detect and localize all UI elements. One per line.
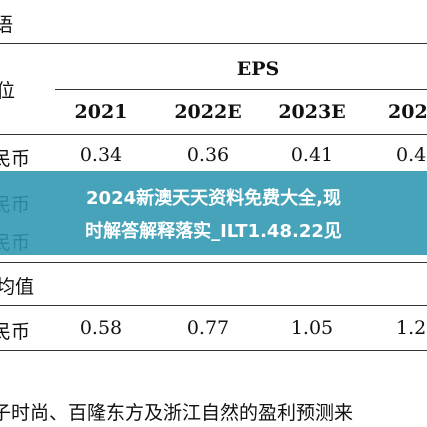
row-label: 民币 bbox=[0, 148, 31, 170]
cell: 0.58 bbox=[79, 317, 123, 339]
section-label: 均值 bbox=[0, 276, 35, 298]
group-header: EPS bbox=[236, 58, 280, 80]
banner-text: 时解答解释落实_ILT1.48.22见 bbox=[85, 221, 342, 242]
cell: 0.4 bbox=[396, 144, 427, 166]
corner-text: 语 bbox=[0, 14, 14, 36]
col-header: 2022E bbox=[174, 101, 242, 123]
cell: 0.77 bbox=[186, 317, 230, 339]
col-header: 2021 bbox=[74, 101, 128, 123]
col-header: 2023E bbox=[278, 101, 346, 123]
unit-label: 位 bbox=[0, 80, 16, 102]
footnote: 子时尚、百隆东方及浙江自然的盈利预测来 bbox=[0, 402, 354, 424]
cell: 0.41 bbox=[290, 144, 334, 166]
row-label: 民币 bbox=[0, 321, 31, 343]
cell: 0.34 bbox=[79, 144, 123, 166]
banner-text: 2024新澳天天资料免费大全,现 bbox=[86, 188, 341, 209]
cell: 0.36 bbox=[186, 144, 230, 166]
cell: 1.2 bbox=[396, 317, 427, 339]
rule bbox=[0, 43, 427, 44]
rule bbox=[0, 305, 427, 306]
cell: 1.05 bbox=[290, 317, 334, 339]
rule bbox=[0, 262, 427, 263]
rule bbox=[55, 89, 427, 90]
col-header: 2024 bbox=[388, 101, 427, 123]
rule bbox=[0, 134, 427, 135]
banner: 2024新澳天天资料免费大全,现 时解答解释落实_ILT1.48.22见 bbox=[0, 171, 427, 255]
rule bbox=[0, 350, 427, 351]
